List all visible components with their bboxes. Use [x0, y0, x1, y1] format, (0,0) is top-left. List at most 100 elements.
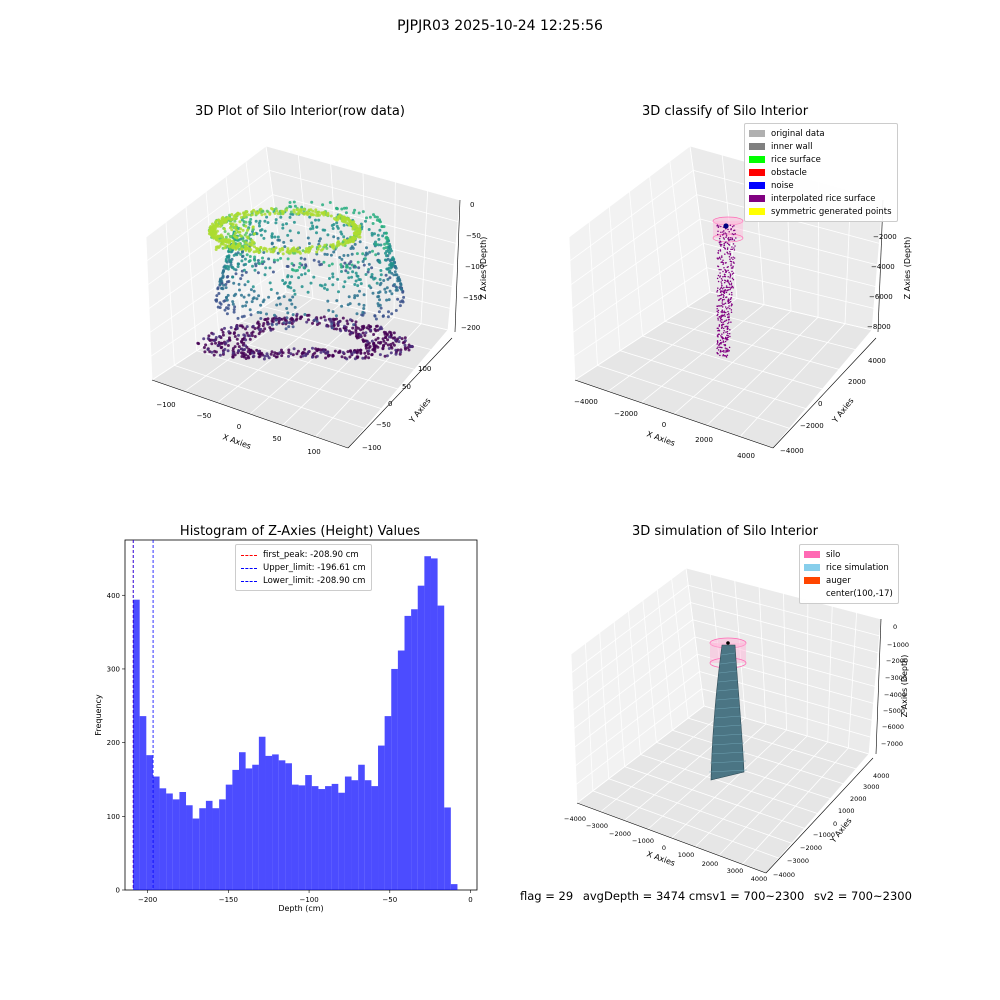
data-point [329, 317, 333, 321]
simulation-3d-surface [709, 637, 747, 781]
data-point [321, 228, 325, 232]
data-point [356, 284, 360, 288]
data-point [386, 338, 390, 342]
data-point [300, 211, 304, 215]
data-point [244, 304, 248, 308]
data-point [214, 236, 218, 240]
surface-mesh-line [717, 688, 739, 692]
legend-item-upper-limit: Upper_limit: -196.61 cm [241, 561, 366, 574]
data-point [357, 211, 361, 215]
data-point [378, 327, 382, 331]
data-point [382, 225, 386, 229]
surface-mesh-line [715, 706, 741, 710]
data-point [729, 254, 732, 256]
data-point [281, 351, 285, 355]
data-point [393, 270, 397, 274]
data-point [348, 240, 352, 244]
data-point [721, 255, 723, 257]
x-axis-line [576, 802, 767, 874]
surface-mesh-line [713, 724, 743, 728]
grid-line [765, 753, 870, 874]
data-point [253, 245, 256, 249]
silo-bottom-ring [712, 233, 744, 243]
data-point [352, 235, 356, 239]
legend-label: inner wall [771, 141, 813, 152]
data-point [721, 284, 723, 287]
data-point [727, 300, 729, 303]
z-tick: −2000 [886, 657, 908, 665]
y-tick: 2000 [850, 795, 867, 803]
data-point [722, 296, 725, 298]
data-point [728, 318, 730, 321]
x-tick: −2000 [614, 410, 638, 418]
data-point [240, 218, 244, 222]
data-point [720, 316, 722, 318]
data-point [278, 351, 282, 355]
data-point [312, 275, 316, 279]
y-tick: 4000 [868, 357, 886, 365]
data-point [261, 329, 265, 333]
data-point [366, 340, 370, 344]
y-tick: 1000 [838, 807, 855, 815]
data-point [238, 220, 242, 224]
data-point [241, 239, 245, 243]
data-point [340, 355, 344, 359]
data-point [721, 309, 723, 311]
data-point [261, 209, 265, 213]
data-point [717, 329, 719, 332]
data-point [354, 320, 358, 324]
data-point [231, 355, 235, 359]
surface-mesh-line [710, 760, 746, 764]
data-point [307, 269, 311, 273]
data-point [732, 261, 735, 263]
data-point [723, 355, 726, 357]
data-point [234, 247, 238, 251]
data-point [403, 346, 407, 350]
data-point [286, 257, 290, 261]
data-point [729, 273, 732, 275]
histogram-bar [166, 793, 173, 890]
z-tick: −150 [463, 294, 482, 302]
data-point [312, 318, 316, 322]
data-point [378, 303, 382, 307]
data-point [290, 322, 294, 325]
data-point [235, 337, 239, 341]
data-point [368, 345, 372, 348]
legend-item-center: center(100,-17) [804, 587, 893, 600]
data-point [242, 341, 246, 345]
data-point [215, 294, 219, 298]
data-point [340, 215, 344, 219]
data-point [241, 304, 245, 308]
data-point [240, 273, 244, 277]
grid-line [576, 705, 705, 804]
data-point [730, 297, 732, 299]
data-point [336, 277, 340, 281]
data-point [722, 231, 724, 233]
data-point [726, 313, 729, 316]
data-point [730, 228, 732, 231]
data-point [721, 319, 723, 321]
data-point [720, 245, 722, 247]
data-point [290, 262, 294, 266]
data-point [274, 318, 278, 322]
data-point [373, 232, 376, 236]
data-point [248, 242, 251, 246]
data-point [727, 275, 729, 278]
data-point [724, 262, 727, 264]
data-point [722, 354, 725, 356]
data-point [210, 342, 214, 346]
x-axis-line [151, 379, 349, 449]
data-point [247, 347, 251, 351]
data-point [256, 310, 260, 314]
legend-swatch [804, 551, 820, 558]
data-point [724, 340, 727, 343]
data-point [215, 229, 219, 233]
data-point [330, 262, 334, 266]
data-point [221, 242, 225, 246]
data-point [723, 242, 725, 245]
data-point [726, 251, 729, 254]
data-point [288, 251, 292, 255]
data-point [281, 223, 285, 227]
surface-mesh-line [712, 733, 744, 737]
data-point [361, 210, 365, 214]
